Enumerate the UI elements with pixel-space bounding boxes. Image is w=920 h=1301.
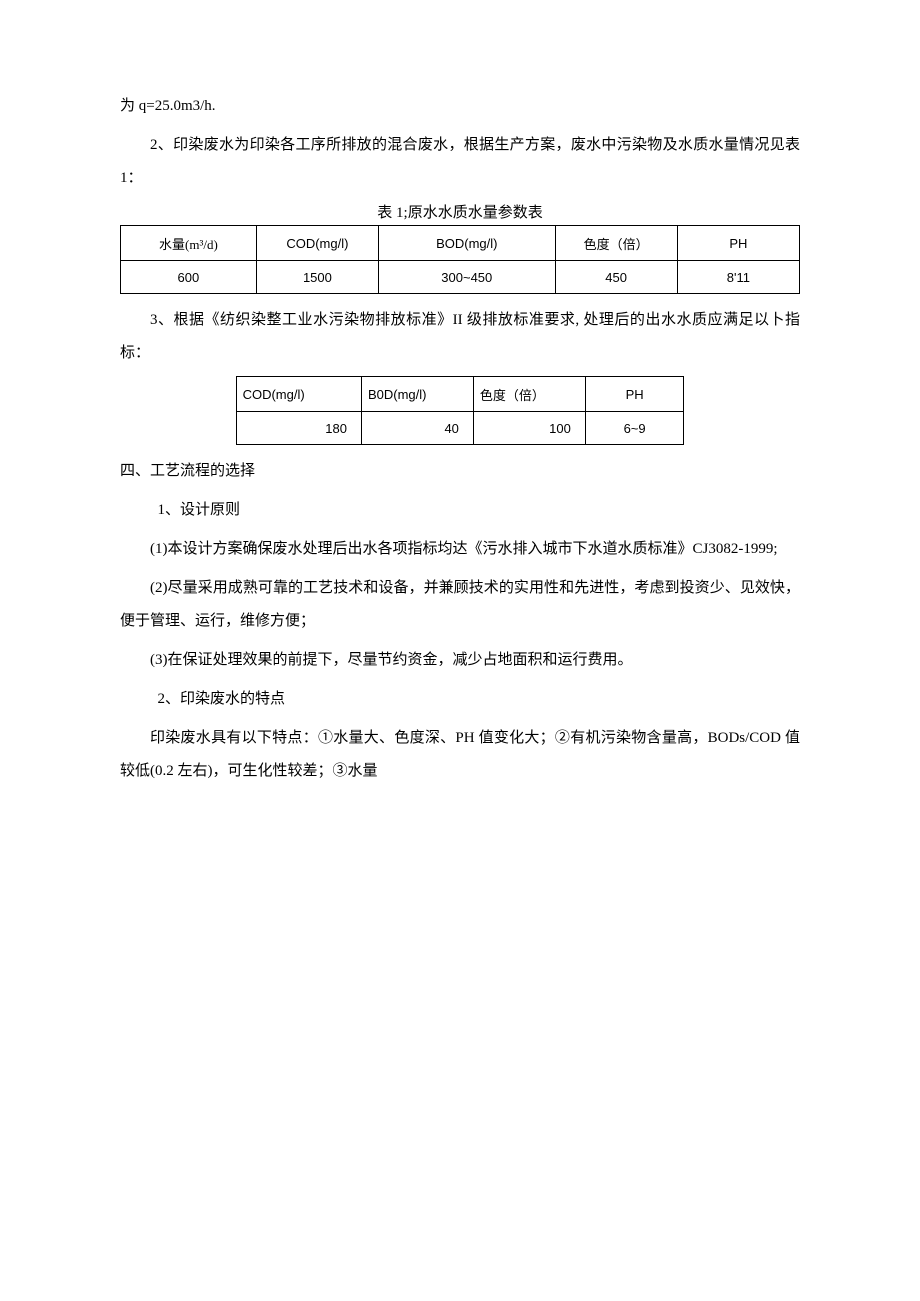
paragraph-flow-rate: 为 q=25.0m3/h.: [120, 90, 800, 123]
item-4-1-3: (3)在保证处理效果的前提下，尽量节约资金，减少占地面积和运行费用。: [120, 644, 800, 677]
table-discharge-standard: COD(mg/l) B0D(mg/l) 色度（倍） PH 180 40 100 …: [236, 376, 685, 445]
table1-header-row: 水量(m³/d) COD(mg/l) BOD(mg/l) 色度（倍） PH: [121, 226, 800, 261]
paragraph-item-2: 2、印染废水为印染各工序所排放的混合废水，根据生产方案，废水中污染物及水质水量情…: [120, 129, 800, 195]
t1-d-cod: 1500: [256, 261, 378, 294]
t2-h-ph: PH: [585, 377, 684, 412]
t2-d-cod: 180: [236, 412, 361, 445]
t2-h-color: 色度（倍）: [473, 377, 585, 412]
t1-h-flow: 水量(m³/d): [121, 226, 257, 261]
table-raw-water-params: 水量(m³/d) COD(mg/l) BOD(mg/l) 色度（倍） PH 60…: [120, 225, 800, 294]
t1-d-bod: 300~450: [379, 261, 556, 294]
paragraph-item-3: 3、根据《纺织染整工业水污染物排放标准》II 级排放标准要求, 处理后的出水水质…: [120, 304, 800, 370]
t1-d-color: 450: [555, 261, 677, 294]
table2-header-row: COD(mg/l) B0D(mg/l) 色度（倍） PH: [236, 377, 684, 412]
t2-d-bod: 40: [361, 412, 473, 445]
item-4-1-2: (2)尽量采用成熟可靠的工艺技术和设备，并兼顾技术的实用性和先进性，考虑到投资少…: [120, 572, 800, 638]
t2-d-ph: 6~9: [585, 412, 684, 445]
table1-data-row: 600 1500 300~450 450 8'11: [121, 261, 800, 294]
t2-h-bod: B0D(mg/l): [361, 377, 473, 412]
table1-caption: 表 1;原水水质水量参数表: [120, 201, 800, 225]
t1-d-flow: 600: [121, 261, 257, 294]
paragraph-characteristics: 印染废水具有以下特点：①水量大、色度深、PH 值变化大；②有机污染物含量高，BO…: [120, 722, 800, 788]
item-4-2-heading: 2、印染废水的特点: [120, 683, 800, 716]
table2-data-row: 180 40 100 6~9: [236, 412, 684, 445]
t2-h-cod: COD(mg/l): [236, 377, 361, 412]
t1-h-color: 色度（倍）: [555, 226, 677, 261]
t1-h-cod: COD(mg/l): [256, 226, 378, 261]
item-4-1-heading: 1、设计原则: [120, 494, 800, 527]
t2-d-color: 100: [473, 412, 585, 445]
t1-h-ph: PH: [677, 226, 799, 261]
t1-h-bod: BOD(mg/l): [379, 226, 556, 261]
t1-d-ph: 8'11: [677, 261, 799, 294]
item-4-1-1: (1)本设计方案确保废水处理后出水各项指标均达《污水排入城市下水道水质标准》CJ…: [120, 533, 800, 566]
section-4-heading: 四、工艺流程的选择: [120, 455, 800, 488]
